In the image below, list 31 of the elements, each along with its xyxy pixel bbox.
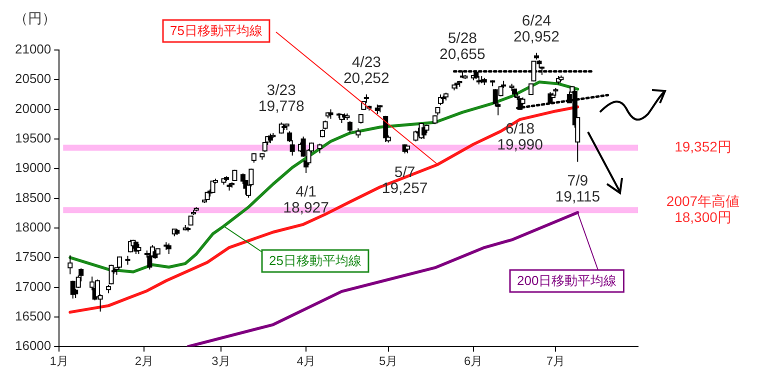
annotation: 5/28 20,655 — [439, 30, 486, 64]
annotation: 3/23 19,778 — [258, 82, 304, 116]
y-tick-label: 17000 — [14, 278, 52, 294]
y-tick-label: 21000 — [14, 42, 52, 57]
text: 25日移動平均線 — [269, 253, 362, 268]
y-tick-label: 20500 — [14, 71, 52, 86]
y-tick-label: 16500 — [14, 308, 52, 324]
y-tick-label: 19500 — [14, 130, 52, 146]
x-tick-label: 2月 — [134, 354, 154, 368]
y-tick-label: 16000 — [14, 338, 52, 354]
x-tick-label: 7月 — [546, 354, 566, 368]
annotation: 6/24 20,952 — [514, 12, 560, 46]
text: 75日移動平均線 — [170, 23, 262, 38]
y-tick-label: 19000 — [14, 160, 52, 176]
annotation: 7/9 19,115 — [555, 172, 600, 206]
text: 200日移動平均線 — [517, 273, 617, 288]
ref-line-label: 2007年高値 18,300円 — [666, 193, 740, 226]
y-axis-title: （円） — [14, 10, 56, 26]
x-tick-label: 6月 — [464, 354, 483, 368]
x-tick-label: 5月 — [379, 354, 398, 368]
annotation: 4/1 18,927 — [283, 184, 329, 217]
x-tick-label: 1月 — [50, 354, 68, 368]
ref-line-label: 19,352円 — [674, 138, 732, 155]
y-tick-label: 18500 — [14, 190, 52, 205]
x-tick-label: 4月 — [296, 354, 316, 368]
x-tick-label: 3月 — [212, 354, 230, 368]
y-tick-label: 17500 — [14, 249, 52, 264]
annotation: 4/23 20,252 — [343, 54, 390, 88]
y-tick-label: 20000 — [14, 100, 52, 116]
y-tick-label: 18000 — [14, 220, 52, 235]
annotation: 6/18 19,990 — [497, 120, 543, 154]
